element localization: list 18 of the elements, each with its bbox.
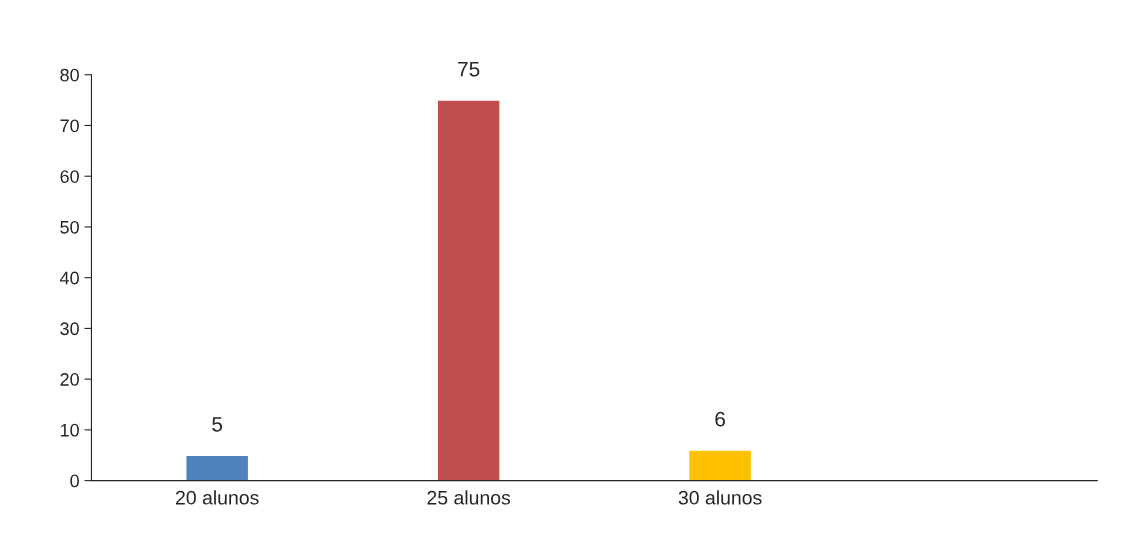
y-tick-label: 50: [60, 220, 79, 234]
y-tick-label: 10: [60, 423, 79, 437]
x-tick-label: 25 alunos: [427, 490, 511, 505]
bar: [687, 449, 753, 481]
data-label: 75: [458, 62, 480, 77]
y-tick-label: 60: [60, 170, 79, 183]
data-label: 5: [212, 417, 223, 432]
y-tick-label: 40: [59, 271, 79, 285]
y-tick-label: 20: [60, 373, 79, 386]
bar: [185, 454, 250, 481]
x-tick-label: 30 alunos: [678, 490, 762, 505]
x-tick-label: 20 alunos: [175, 490, 259, 505]
bar: [436, 99, 501, 481]
y-tick-label: 70: [60, 119, 79, 133]
data-label: 6: [715, 411, 725, 427]
y-tick-label: 0: [70, 474, 79, 488]
y-tick-label: 80: [60, 68, 79, 82]
y-tick-label: 30: [60, 322, 79, 336]
